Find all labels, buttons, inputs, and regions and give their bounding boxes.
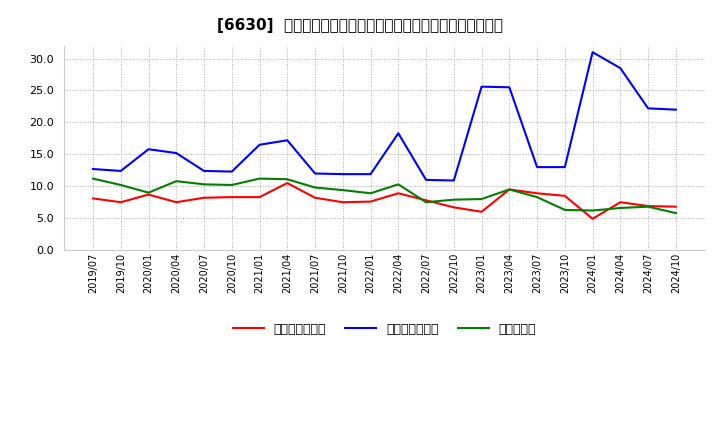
在庫回転率 bbox=[561, 207, 570, 213]
売上債権回転率 bbox=[228, 194, 236, 200]
在庫回転率 bbox=[644, 204, 652, 209]
売上債権回転率 bbox=[311, 195, 320, 200]
買入債務回転率 bbox=[255, 142, 264, 147]
在庫回転率 bbox=[672, 210, 680, 216]
買入債務回転率 bbox=[477, 84, 486, 89]
売上債権回転率 bbox=[199, 195, 208, 200]
売上債権回転率 bbox=[394, 191, 402, 196]
在庫回転率 bbox=[616, 205, 625, 211]
買入債務回転率 bbox=[672, 107, 680, 112]
買入債務回転率 bbox=[422, 177, 431, 183]
在庫回転率 bbox=[588, 208, 597, 213]
Line: 在庫回転率: 在庫回転率 bbox=[93, 179, 676, 213]
Line: 買入債務回転率: 買入債務回転率 bbox=[93, 52, 676, 180]
買入債務回転率 bbox=[172, 150, 181, 156]
在庫回転率 bbox=[366, 191, 375, 196]
在庫回転率 bbox=[283, 176, 292, 182]
売上債権回転率 bbox=[449, 205, 458, 210]
売上債権回転率 bbox=[588, 216, 597, 221]
Line: 売上債権回転率: 売上債権回転率 bbox=[93, 183, 676, 219]
在庫回転率 bbox=[199, 182, 208, 187]
売上債権回転率 bbox=[616, 200, 625, 205]
売上債権回転率 bbox=[672, 204, 680, 209]
売上債権回転率 bbox=[255, 194, 264, 200]
売上債権回転率 bbox=[144, 192, 153, 197]
在庫回転率 bbox=[172, 179, 181, 184]
在庫回転率 bbox=[338, 187, 347, 193]
買入債務回転率 bbox=[588, 50, 597, 55]
在庫回転率 bbox=[117, 182, 125, 187]
売上債権回転率 bbox=[283, 180, 292, 186]
買入債務回転率 bbox=[394, 131, 402, 136]
買入債務回転率 bbox=[366, 172, 375, 177]
在庫回転率 bbox=[255, 176, 264, 181]
売上債権回転率 bbox=[338, 200, 347, 205]
在庫回転率 bbox=[144, 190, 153, 195]
在庫回転率 bbox=[422, 200, 431, 205]
買入債務回転率 bbox=[228, 169, 236, 174]
売上債権回転率 bbox=[172, 200, 181, 205]
買入債務回転率 bbox=[144, 147, 153, 152]
Legend: 売上債権回転率, 買入債務回転率, 在庫回転率: 売上債権回転率, 買入債務回転率, 在庫回転率 bbox=[228, 318, 541, 341]
売上債権回転率 bbox=[505, 187, 513, 192]
売上債権回転率 bbox=[533, 191, 541, 196]
在庫回転率 bbox=[89, 176, 97, 181]
買入債務回転率 bbox=[644, 106, 652, 111]
売上債権回転率 bbox=[89, 196, 97, 201]
買入債務回転率 bbox=[616, 66, 625, 71]
売上債権回転率 bbox=[117, 200, 125, 205]
在庫回転率 bbox=[533, 194, 541, 200]
売上債権回転率 bbox=[477, 209, 486, 214]
在庫回転率 bbox=[394, 182, 402, 187]
買入債務回転率 bbox=[117, 168, 125, 173]
買入債務回転率 bbox=[449, 178, 458, 183]
買入債務回転率 bbox=[89, 166, 97, 172]
在庫回転率 bbox=[505, 187, 513, 192]
買入債務回転率 bbox=[561, 165, 570, 170]
買入債務回転率 bbox=[311, 171, 320, 176]
Text: [6630]  売上債権回転率、買入債務回転率、在庫回転率の推移: [6630] 売上債権回転率、買入債務回転率、在庫回転率の推移 bbox=[217, 18, 503, 33]
買入債務回転率 bbox=[338, 172, 347, 177]
買入債務回転率 bbox=[505, 84, 513, 90]
買入債務回転率 bbox=[283, 138, 292, 143]
在庫回転率 bbox=[228, 182, 236, 187]
在庫回転率 bbox=[311, 185, 320, 190]
売上債権回転率 bbox=[366, 199, 375, 204]
売上債権回転率 bbox=[422, 198, 431, 203]
買入債務回転率 bbox=[199, 168, 208, 173]
買入債務回転率 bbox=[533, 165, 541, 170]
在庫回転率 bbox=[449, 197, 458, 202]
売上債権回転率 bbox=[644, 203, 652, 209]
在庫回転率 bbox=[477, 196, 486, 202]
売上債権回転率 bbox=[561, 193, 570, 198]
